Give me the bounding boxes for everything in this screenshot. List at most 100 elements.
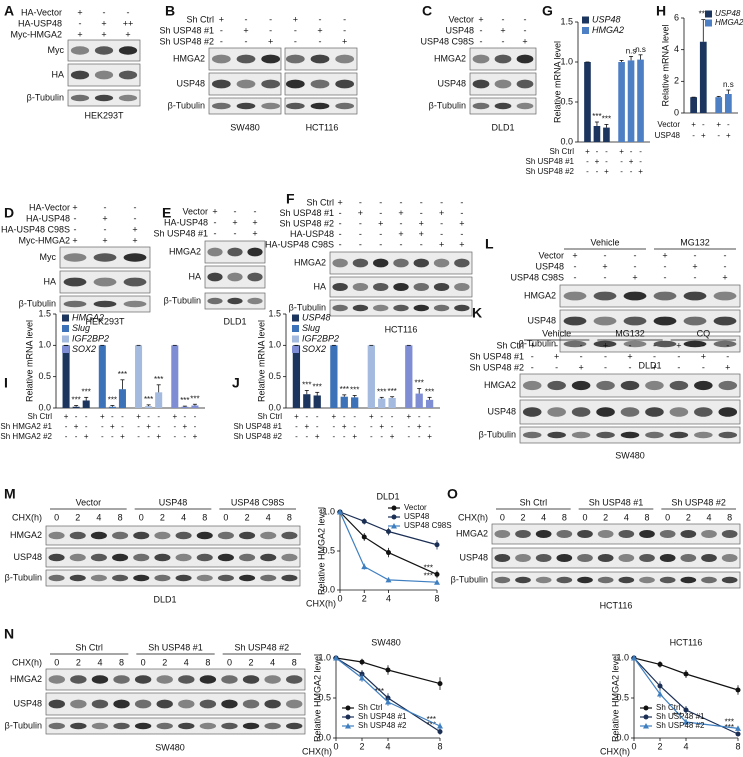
band xyxy=(113,722,130,730)
chart-title: DLD1 xyxy=(376,491,399,501)
blot-membrane xyxy=(45,692,306,716)
legend-swatch xyxy=(582,16,589,24)
significance: n.s xyxy=(635,45,646,54)
band xyxy=(659,554,676,562)
bar xyxy=(191,405,199,408)
band xyxy=(593,291,617,301)
condition-mark: - xyxy=(147,412,150,421)
x-tick-label: 2 xyxy=(657,741,662,751)
condition-mark: - xyxy=(173,422,176,431)
condition-mark: - xyxy=(555,340,558,350)
condition-label: HA-USP48 C98S xyxy=(1,224,70,234)
band xyxy=(373,258,389,268)
condition-mark: + xyxy=(716,120,721,129)
point xyxy=(361,518,367,524)
band xyxy=(516,54,534,64)
condition-mark: - xyxy=(418,412,421,421)
condition-mark: - xyxy=(245,14,248,24)
band xyxy=(596,380,615,391)
blot-membrane xyxy=(559,284,741,308)
y-tick-label: 1.0 xyxy=(318,652,331,662)
band xyxy=(597,530,614,538)
condition-mark: - xyxy=(428,412,431,421)
condition-mark: - xyxy=(596,167,599,176)
condition-mark: - xyxy=(531,362,534,372)
y-tick-label: 1.5 xyxy=(268,308,281,318)
significance: *** xyxy=(377,387,386,396)
point xyxy=(386,529,391,534)
band xyxy=(63,277,87,287)
condition-mark: - xyxy=(353,422,356,431)
band xyxy=(113,675,130,684)
band xyxy=(653,316,677,326)
band xyxy=(454,304,470,312)
condition-mark: - xyxy=(620,157,623,166)
time: 0 xyxy=(582,512,587,522)
bar xyxy=(603,127,610,142)
band xyxy=(264,699,281,709)
time: 8 xyxy=(119,657,124,667)
band xyxy=(175,574,192,582)
condition-label: Sh USP48 #2 xyxy=(159,36,214,46)
band xyxy=(577,554,593,562)
time: 2 xyxy=(249,657,254,667)
blot-label: β-Tubulin xyxy=(451,574,488,584)
blot-membrane xyxy=(45,525,301,546)
time: 0 xyxy=(665,512,670,522)
condition-label: Sh USP48 #2 xyxy=(526,167,575,176)
panel-letter: I xyxy=(4,375,8,391)
chart-title: SW480 xyxy=(371,637,401,647)
blot-label: USP48 xyxy=(176,78,205,88)
condition-label: Sh USP48 #1 xyxy=(469,351,524,361)
point xyxy=(683,707,689,713)
condition-mark: - xyxy=(220,36,223,46)
condition-mark: + xyxy=(692,261,697,271)
condition-mark: + xyxy=(676,340,681,350)
condition-mark: + xyxy=(390,432,395,441)
legend-label: USP48 xyxy=(592,14,621,24)
series-line xyxy=(339,511,438,583)
panel-letter: L xyxy=(485,236,494,252)
band xyxy=(48,699,65,709)
bar xyxy=(303,394,311,408)
x-tick-label: 4 xyxy=(683,741,688,751)
x-tick-label: 2 xyxy=(362,593,367,603)
condition-mark: - xyxy=(134,202,137,212)
condition-mark: + xyxy=(342,36,347,46)
band xyxy=(48,531,65,540)
blot-label: HMGA2 xyxy=(434,53,466,63)
condition-mark: + xyxy=(125,29,130,39)
significance: *** xyxy=(592,112,601,121)
band xyxy=(593,316,617,326)
condition-mark: - xyxy=(580,351,583,361)
blot-label: HMGA2 xyxy=(173,53,205,63)
y-tick-label: 0.5 xyxy=(38,371,51,381)
band xyxy=(70,70,90,80)
legend-label: Sh Ctrl xyxy=(656,703,681,712)
condition-mark: + xyxy=(459,239,464,249)
band xyxy=(221,722,238,730)
band xyxy=(154,531,171,540)
cell-line-caption: HCT116 xyxy=(600,600,633,610)
significance: *** xyxy=(424,571,433,580)
panel-letter: F xyxy=(286,191,295,207)
blot-label: USP48 xyxy=(13,552,42,562)
condition-mark: - xyxy=(428,422,431,431)
time: 4 xyxy=(181,512,186,522)
condition-mark: + xyxy=(604,167,609,176)
series-line xyxy=(633,657,739,691)
band xyxy=(413,304,429,312)
group-label: Vector xyxy=(76,497,102,507)
point xyxy=(735,725,741,731)
condition-mark: - xyxy=(653,351,656,361)
group-label: Vehicle xyxy=(590,237,619,247)
point xyxy=(657,683,663,689)
condition-label: Vector xyxy=(538,250,564,260)
band xyxy=(48,675,65,684)
condition-label: Sh Ctrl xyxy=(306,197,334,207)
condition-mark: + xyxy=(419,218,424,228)
condition-mark: - xyxy=(333,422,336,431)
condition-mark: + xyxy=(725,362,730,372)
y-tick-label: 0.0 xyxy=(322,584,335,594)
legend-marker xyxy=(345,705,351,711)
